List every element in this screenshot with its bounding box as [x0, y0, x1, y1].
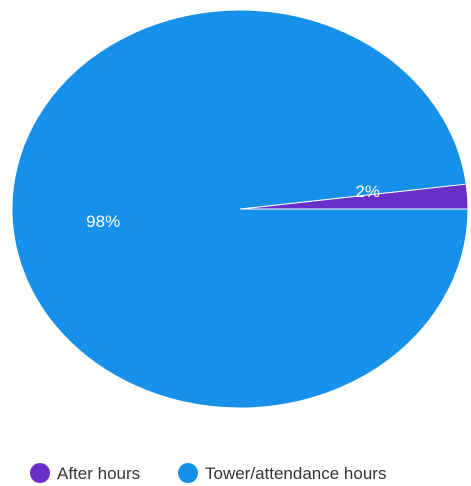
- legend: After hours Tower/attendance hours: [30, 463, 386, 483]
- legend-swatch: [30, 463, 50, 483]
- pie-slice-label: 2%: [355, 182, 380, 201]
- legend-item[interactable]: Tower/attendance hours: [178, 463, 386, 483]
- pie-slice-labels: 2% 98%: [86, 182, 380, 231]
- pie-slice-tower-attendance-hours: [11, 9, 469, 409]
- pie-slice-label: 98%: [86, 212, 120, 231]
- legend-swatch: [178, 463, 198, 483]
- legend-label: After hours: [57, 464, 140, 483]
- legend-item[interactable]: After hours: [30, 463, 140, 483]
- pie-slices: [11, 9, 469, 409]
- legend-label: Tower/attendance hours: [205, 464, 386, 483]
